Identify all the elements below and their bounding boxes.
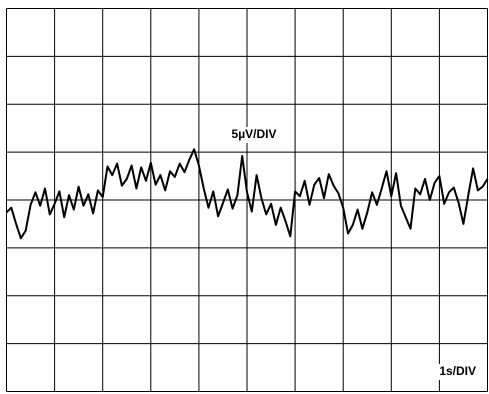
annotation: 1s/DIV bbox=[439, 364, 476, 378]
annotation-background bbox=[220, 127, 288, 143]
trace bbox=[5, 148, 489, 240]
annotation-background bbox=[424, 364, 478, 380]
annotation: 5µV/DIV bbox=[232, 127, 277, 141]
